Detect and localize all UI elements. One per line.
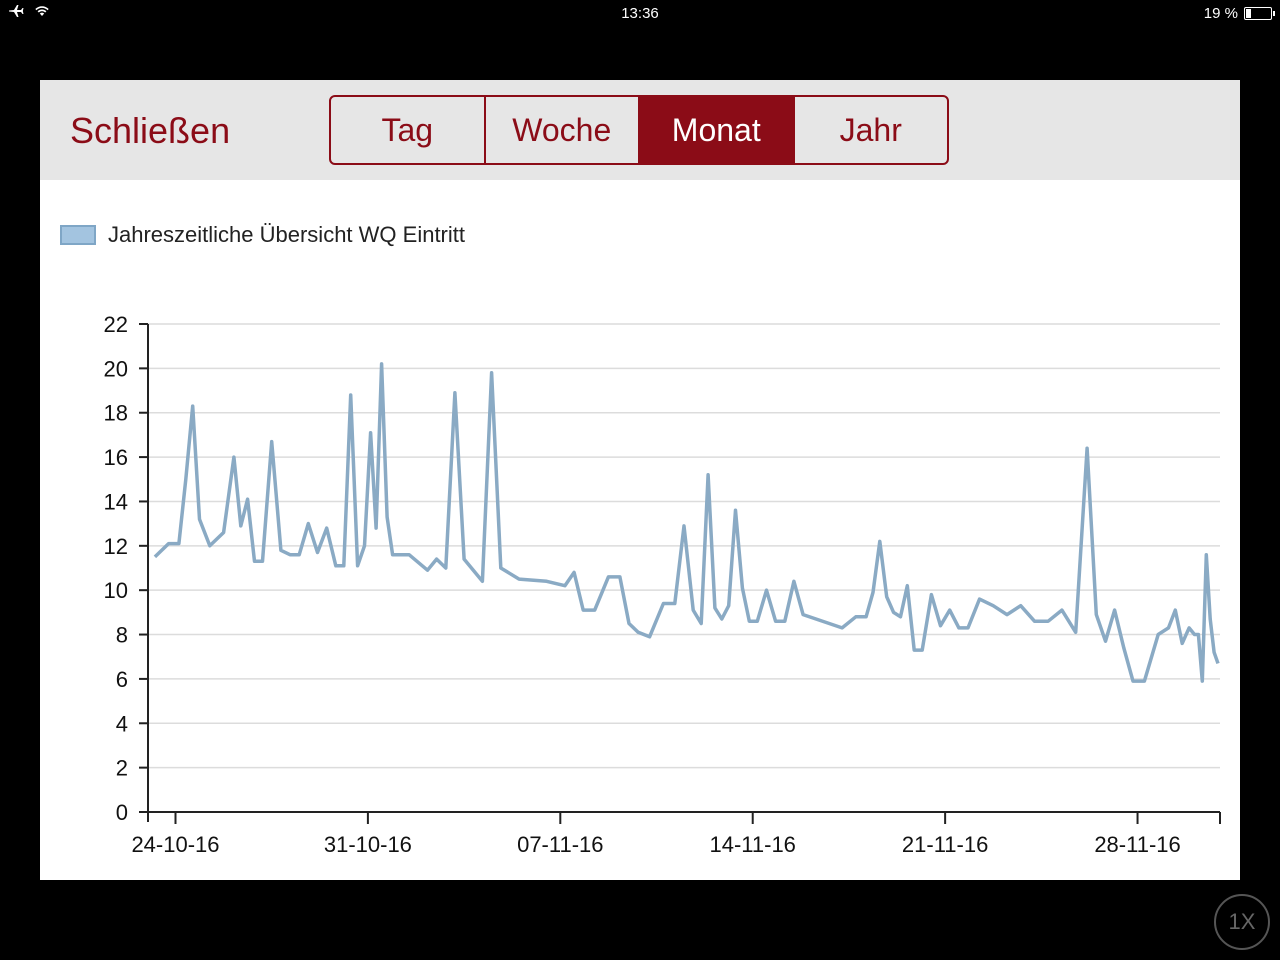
y-tick-label: 14 bbox=[104, 489, 128, 514]
y-tick-label: 12 bbox=[104, 534, 128, 559]
battery-icon bbox=[1244, 7, 1275, 20]
x-tick-label: 31-10-16 bbox=[324, 832, 412, 857]
y-tick-label: 4 bbox=[116, 711, 128, 736]
close-button[interactable]: Schließen bbox=[70, 110, 231, 151]
y-tick-label: 20 bbox=[104, 356, 128, 381]
x-tick-label: 21-11-16 bbox=[902, 832, 988, 857]
status-right: 19 % bbox=[1203, 5, 1275, 22]
airplane-icon bbox=[9, 5, 24, 17]
legend-label: Jahreszeitliche Übersicht WQ Eintritt bbox=[108, 222, 465, 247]
tab-month[interactable]: Monat bbox=[638, 97, 793, 163]
status-bar: 13:36 19 % bbox=[0, 0, 1280, 26]
period-segmented-control: Tag Woche Monat Jahr bbox=[329, 95, 949, 165]
wifi-icon bbox=[35, 6, 49, 16]
tab-day[interactable]: Tag bbox=[381, 111, 434, 148]
y-tick-label: 18 bbox=[104, 401, 128, 426]
x-tick-label: 14-11-16 bbox=[709, 832, 795, 857]
x-tick-label: 28-11-16 bbox=[1094, 832, 1180, 857]
battery-level bbox=[1246, 9, 1251, 18]
y-tick-label: 10 bbox=[104, 578, 128, 603]
status-time: 13:36 bbox=[621, 5, 659, 22]
chart-legend: Jahreszeitliche Übersicht WQ Eintritt bbox=[60, 222, 465, 248]
zoom-badge[interactable]: 1X bbox=[1214, 894, 1270, 950]
y-tick-label: 2 bbox=[116, 756, 128, 781]
status-left bbox=[8, 4, 50, 18]
line-chart: 0 2 4 6 8 10 12 14 16 18 20 22 24-10-16 31-10-16 07-11… bbox=[104, 312, 1221, 857]
y-tick-label: 8 bbox=[116, 623, 128, 648]
legend-swatch bbox=[60, 225, 96, 245]
chart-window: Schließen Tag Woche Monat Jahr Jahreszei… bbox=[40, 80, 1240, 880]
series-line bbox=[153, 362, 1220, 683]
y-tick-label: 6 bbox=[116, 667, 128, 692]
battery-percentage: 19 % bbox=[1203, 5, 1238, 22]
toolbar: Schließen Tag Woche Monat Jahr bbox=[40, 80, 1240, 180]
y-tick-label: 16 bbox=[104, 445, 128, 470]
x-tick-label: 24-10-16 bbox=[131, 832, 219, 857]
tab-year[interactable]: Jahr bbox=[792, 97, 948, 163]
y-tick-label: 0 bbox=[116, 800, 128, 825]
tab-week[interactable]: Woche bbox=[483, 97, 639, 163]
y-tick-label: 22 bbox=[104, 312, 128, 337]
x-tick-label: 07-11-16 bbox=[517, 832, 603, 857]
